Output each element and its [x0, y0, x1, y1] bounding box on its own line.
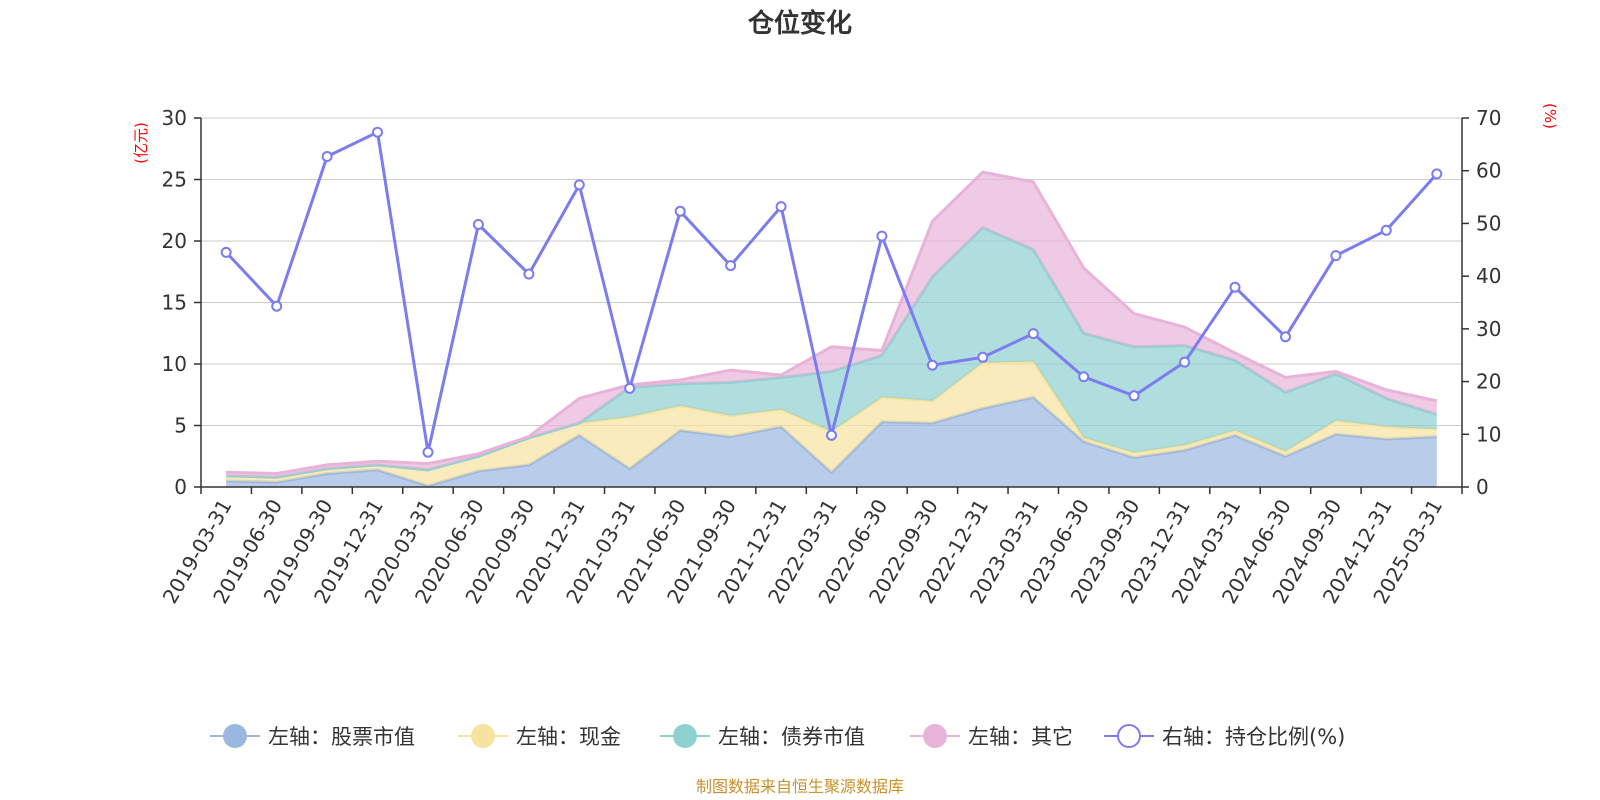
holding-ratio-point: [1280, 331, 1291, 343]
legend-label: 左轴：债券市值: [718, 725, 865, 749]
holding-ratio-point: [1380, 224, 1392, 236]
legend-symbol-marker: [223, 724, 247, 748]
left-axis-tick-label: 5: [174, 414, 187, 438]
left-axis-tick-label: 30: [162, 106, 187, 130]
holding-ratio-point: [220, 246, 232, 258]
holding-ratio-point: [725, 260, 737, 272]
left-axis-tick-label: 20: [162, 229, 187, 253]
legend-symbol-marker: [1117, 724, 1141, 748]
area-fill-2: [226, 361, 1437, 486]
holding-ratio-point: [1431, 168, 1443, 180]
holding-ratio-point: [876, 230, 888, 242]
left-axis-tick-label: 0: [174, 475, 187, 499]
legend-item-2[interactable]: 左轴：现金: [458, 724, 621, 749]
legend-item-5[interactable]: 右轴：持仓比例(%): [1104, 724, 1345, 749]
area-fill-1: [226, 397, 1437, 487]
holding-ratio-point: [1179, 356, 1191, 368]
right-axis-tick-label: 50: [1476, 211, 1501, 235]
holding-ratio-point: [1078, 371, 1090, 383]
right-axis-tick-label: 0: [1476, 475, 1489, 499]
holding-ratio-point: [271, 300, 283, 312]
holding-ratio-point: [775, 201, 787, 213]
chart-title: 仓位变化: [747, 8, 852, 39]
right-axis-tick-label: 20: [1476, 370, 1501, 394]
holding-ratio-point: [1229, 281, 1241, 293]
area-edge-4: [226, 170, 1438, 476]
legend-label: 左轴：股票市值: [268, 725, 415, 749]
legend-label: 左轴：现金: [516, 725, 621, 749]
holding-ratio-point: [573, 179, 585, 191]
left-axis-tick-label: 15: [162, 291, 187, 315]
legend-label: 左轴：其它: [968, 725, 1073, 749]
holding-ratio-point: [321, 151, 333, 162]
area-fill-3: [226, 227, 1437, 478]
right-axis-tick-label: 10: [1476, 422, 1501, 446]
holding-ratio-point: [472, 219, 484, 230]
legend-item-3[interactable]: 左轴：债券市值: [660, 724, 865, 749]
legend-symbol-marker: [923, 724, 947, 748]
legend-item-4[interactable]: 左轴：其它: [910, 724, 1073, 749]
holding-ratio-point: [826, 429, 837, 441]
holding-ratio-point: [624, 382, 636, 394]
legend-symbol-marker: [471, 724, 495, 748]
right-axis-tick-label: 60: [1476, 159, 1501, 183]
holding-ratio-point: [674, 205, 686, 217]
right-axis-tick-label: 30: [1476, 317, 1501, 341]
right-axis-unit: (%): [1541, 103, 1559, 129]
holding-ratio-point: [422, 446, 434, 458]
holding-ratio-point: [372, 126, 383, 138]
holding-ratio-point: [1330, 250, 1342, 262]
holding-ratio-point: [523, 268, 535, 280]
right-axis-tick-label: 40: [1476, 264, 1501, 288]
line-series: [220, 126, 1443, 458]
holding-ratio-point: [926, 359, 938, 371]
holding-ratio-point: [1128, 390, 1140, 402]
left-axis-tick-label: 10: [162, 352, 187, 376]
legend-label: 右轴：持仓比例(%): [1162, 725, 1345, 749]
source-note: 制图数据来自恒生聚源数据库: [696, 777, 904, 796]
holding-ratio-point: [1027, 328, 1039, 340]
holding-ratio-point: [977, 351, 989, 363]
legend[interactable]: 左轴：股票市值 左轴：现金 左轴：债券市值 左轴：其它 右轴：持仓比例(%): [210, 724, 1345, 749]
right-axis-tick-label: 70: [1476, 106, 1501, 130]
legend-symbol-marker: [673, 724, 697, 748]
legend-item-1[interactable]: 左轴：股票市值: [210, 724, 415, 749]
left-axis-tick-label: 25: [162, 168, 187, 192]
left-axis-unit: (亿元): [132, 122, 150, 164]
